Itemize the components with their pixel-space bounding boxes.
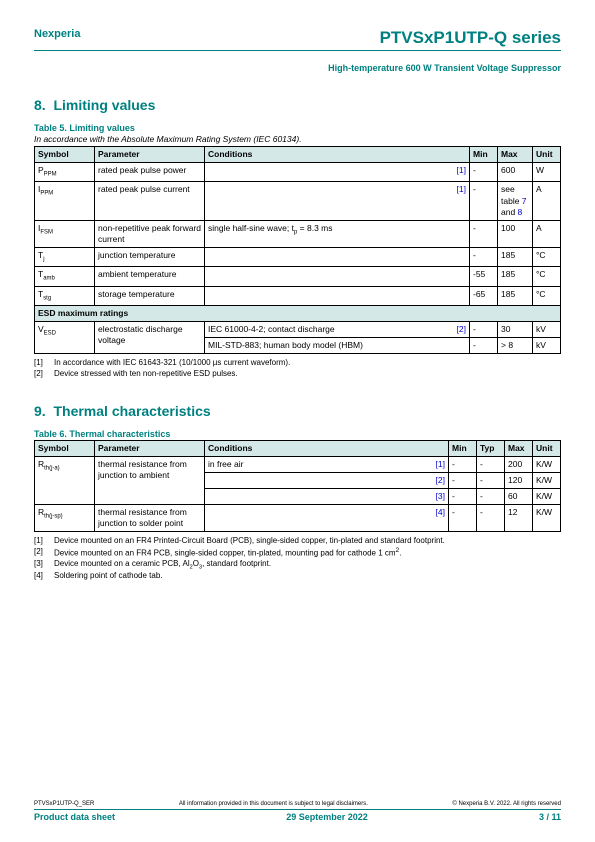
table-row: VESD electrostatic discharge voltage IEC… [35, 322, 561, 338]
thermal-characteristics-table: Symbol Parameter Conditions Min Typ Max … [34, 440, 561, 532]
table6-caption: Table 6. Thermal characteristics [34, 429, 561, 439]
table-row: IPPM rated peak pulse current [1] - see … [35, 182, 561, 220]
esd-heading-row: ESD maximum ratings [35, 305, 561, 321]
table6-footnotes: [1]Device mounted on an FR4 Printed-Circ… [34, 536, 561, 582]
table-header-row: Symbol Parameter Conditions Min Typ Max … [35, 440, 561, 456]
table5-caption: Table 5. Limiting values [34, 123, 561, 133]
table-row: Tj junction temperature - 185 °C [35, 247, 561, 266]
table-row: Rth(j-sp) thermal resistance from juncti… [35, 505, 561, 532]
table-row: Tamb ambient temperature -55 185 °C [35, 267, 561, 286]
doc-type: Product data sheet [34, 812, 115, 822]
page-header: Nexperia PTVSxP1UTP-Q series [34, 28, 561, 51]
section-heading-thermal: 9. Thermal characteristics [34, 403, 561, 419]
page-footer: PTVSxP1UTP-Q_SER All information provide… [34, 801, 561, 822]
table5-subcaption: In accordance with the Absolute Maximum … [34, 134, 561, 144]
disclaimer: All information provided in this documen… [179, 801, 368, 807]
brand-name: Nexperia [34, 28, 80, 40]
section-heading-limiting: 8. Limiting values [34, 97, 561, 113]
table-row: PPPM rated peak pulse power [1] - 600 W [35, 163, 561, 182]
product-subtitle: High-temperature 600 W Transient Voltage… [34, 63, 561, 73]
table-header-row: Symbol Parameter Conditions Min Max Unit [35, 147, 561, 163]
product-title: PTVSxP1UTP-Q series [380, 28, 561, 48]
table5-footnotes: [1]In accordance with IEC 61643-321 (10/… [34, 358, 561, 379]
copyright: © Nexperia B.V. 2022. All rights reserve… [452, 801, 561, 807]
page-number: 3 / 11 [539, 812, 561, 822]
limiting-values-table: Symbol Parameter Conditions Min Max Unit… [34, 146, 561, 354]
table-row: Rth(j-a) thermal resistance from junctio… [35, 456, 561, 472]
table-row: Tstg storage temperature -65 185 °C [35, 286, 561, 305]
table-row: IFSM non-repetitive peak forward current… [35, 220, 561, 247]
doc-id: PTVSxP1UTP-Q_SER [34, 801, 94, 807]
doc-date: 29 September 2022 [286, 812, 368, 822]
